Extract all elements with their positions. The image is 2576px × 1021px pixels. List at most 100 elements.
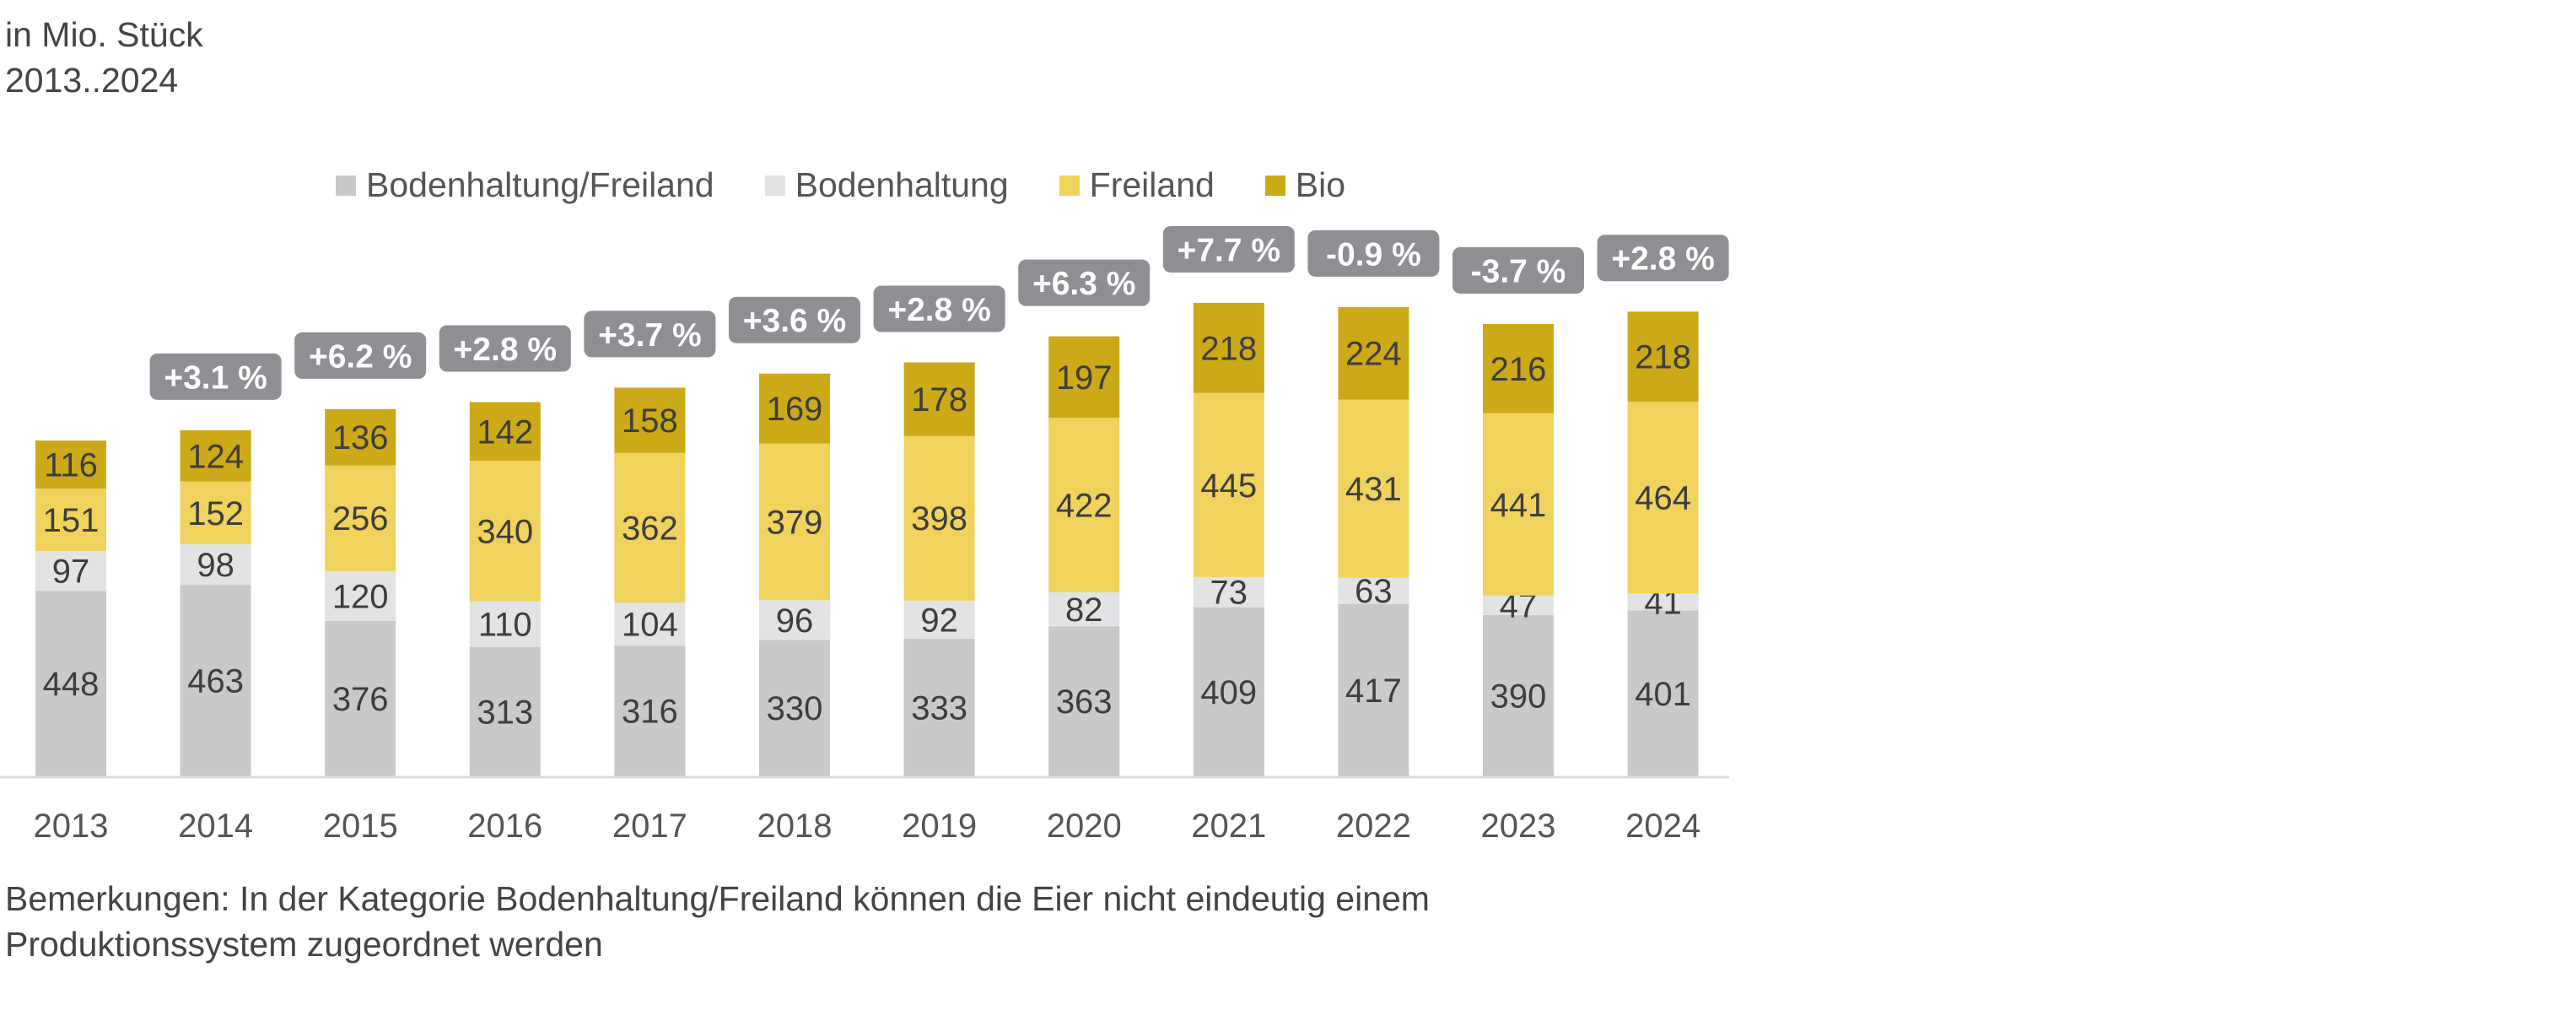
change-badge-2014 [149, 353, 282, 400]
data-label-2016-1: 110 [478, 607, 532, 644]
data-label-2014-3: 124 [187, 438, 244, 475]
x-tick-label-2023: 2023 [1481, 808, 1556, 845]
x-tick-label-2013: 2013 [34, 808, 109, 845]
x-tick-label-2017: 2017 [612, 808, 687, 845]
data-label-2015-0: 376 [332, 681, 389, 718]
change-badge-2021 [1162, 225, 1295, 273]
data-label-2022-3: 224 [1345, 336, 1402, 373]
bar-segment-bodenhaltung-2023 [1483, 595, 1554, 615]
data-label-2015-2: 256 [332, 500, 389, 538]
data-label-2024-2: 464 [1635, 480, 1691, 517]
bar-segment-freiland-2023 [1483, 413, 1554, 596]
bar-segment-bodenhaltung-freiland-2022 [1338, 603, 1409, 776]
footnote-line-2: Produktionssystem zugeordnet werden [5, 925, 603, 964]
data-label-2017-3: 158 [622, 402, 678, 440]
bar-segment-bodenhaltung-2019 [903, 600, 975, 639]
data-label-2018-0: 330 [767, 690, 823, 727]
bar-segment-bodenhaltung-freiland-2021 [1193, 607, 1264, 776]
bar-segment-bodenhaltung-freiland-2016 [469, 646, 541, 776]
bar-segment-bodenhaltung-2017 [614, 602, 686, 646]
bar-segment-freiland-2016 [469, 461, 541, 602]
data-label-2016-3: 142 [477, 413, 533, 451]
data-label-2023-0: 390 [1490, 678, 1547, 715]
data-label-2017-0: 316 [622, 694, 678, 731]
data-label-2013-0: 448 [43, 666, 100, 703]
x-tick-label-2016: 2016 [467, 808, 542, 845]
bar-segment-bodenhaltung-freiland-2014 [180, 585, 251, 776]
bar-segment-bodenhaltung-2024 [1627, 593, 1699, 611]
data-label-2015-3: 136 [332, 419, 389, 456]
data-label-2013-1: 97 [52, 554, 90, 591]
bar-segment-freiland-2022 [1338, 399, 1409, 578]
change-badge-2022 [1307, 230, 1440, 277]
bar-segment-freiland-2014 [180, 481, 251, 545]
bar-segment-freiland-2024 [1627, 402, 1699, 594]
change-badge-label-2019: +2.8 % [887, 292, 991, 328]
change-badge-2017 [584, 311, 716, 358]
change-badge-label-2017: +3.7 % [598, 317, 702, 354]
bar-segment-bio-2013 [35, 440, 106, 489]
legend-swatch [1264, 175, 1285, 196]
chart-unit-label: in Mio. Stück [5, 15, 203, 54]
x-tick-label-2021: 2021 [1191, 808, 1266, 845]
change-badge-label-2022: -0.9 % [1326, 236, 1421, 273]
legend-item-freiland: Freiland [1059, 165, 1215, 205]
bar-segment-bodenhaltung-freiland-2015 [325, 620, 396, 776]
bar-segment-bio-2021 [1193, 302, 1264, 393]
bar-segment-bodenhaltung-freiland-2024 [1627, 610, 1699, 776]
legend-swatch [764, 175, 785, 196]
data-label-2024-3: 218 [1635, 339, 1691, 376]
data-label-2014-1: 98 [197, 547, 234, 584]
bar-segment-bio-2015 [325, 408, 396, 466]
change-badge-label-2020: +6.3 % [1032, 266, 1136, 302]
change-badge-2023 [1452, 246, 1584, 294]
bar-segment-bodenhaltung-freiland-2020 [1048, 626, 1120, 776]
data-label-2021-2: 445 [1200, 467, 1257, 505]
change-badge-2015 [294, 332, 427, 379]
bar-segment-bio-2020 [1048, 336, 1120, 419]
bar-segment-bio-2023 [1483, 323, 1554, 413]
data-label-2018-2: 379 [767, 504, 823, 541]
data-label-2022-1: 63 [1355, 573, 1393, 610]
bar-segment-freiland-2019 [903, 435, 975, 601]
change-badge-2024 [1597, 235, 1729, 282]
change-badge-label-2024: +2.8 % [1611, 241, 1715, 278]
data-label-2023-3: 216 [1490, 351, 1547, 388]
bar-segment-freiland-2015 [325, 465, 396, 571]
data-label-2019-0: 333 [911, 689, 967, 727]
bar-segment-bodenhaltung-freiland-2017 [614, 646, 686, 776]
data-label-2013-2: 151 [43, 502, 100, 539]
chart-period-label: 2013..2024 [5, 61, 179, 100]
bar-segment-bodenhaltung-freiland-2019 [903, 638, 975, 776]
change-badge-label-2014: +3.1 % [164, 359, 267, 396]
change-badge-2020 [1018, 259, 1151, 306]
bar-segment-freiland-2017 [614, 452, 686, 603]
bar-segment-bodenhaltung-2014 [180, 544, 251, 586]
x-tick-label-2014: 2014 [178, 808, 253, 845]
change-badge-2018 [729, 296, 860, 343]
bar-segment-bio-2014 [180, 429, 251, 482]
data-label-2021-0: 409 [1200, 674, 1257, 711]
x-tick-label-2024: 2024 [1625, 808, 1700, 845]
bar-segment-bio-2019 [903, 362, 975, 436]
change-badge-2016 [439, 325, 571, 372]
bar-segment-bodenhaltung-2016 [469, 601, 541, 647]
data-label-2015-1: 120 [332, 578, 389, 615]
data-label-2017-2: 362 [622, 511, 678, 548]
bar-segment-bodenhaltung-freiland-2013 [35, 591, 106, 776]
change-badge-label-2015: +6.2 % [309, 338, 412, 375]
bar-segment-freiland-2020 [1048, 418, 1120, 592]
data-label-2016-0: 313 [477, 694, 533, 731]
data-label-2019-1: 92 [920, 602, 958, 639]
data-label-2014-2: 152 [187, 495, 244, 532]
change-badge-label-2018: +3.6 % [743, 303, 847, 339]
change-badge-label-2016: +2.8 % [454, 332, 558, 368]
x-tick-label-2019: 2019 [902, 808, 977, 845]
data-label-2021-1: 73 [1210, 575, 1248, 612]
legend-swatch [336, 175, 356, 196]
x-tick-label-2015: 2015 [323, 808, 398, 845]
legend-item-bio: Bio [1264, 165, 1345, 205]
data-label-2023-2: 441 [1490, 487, 1547, 524]
bar-segment-freiland-2013 [35, 488, 106, 551]
